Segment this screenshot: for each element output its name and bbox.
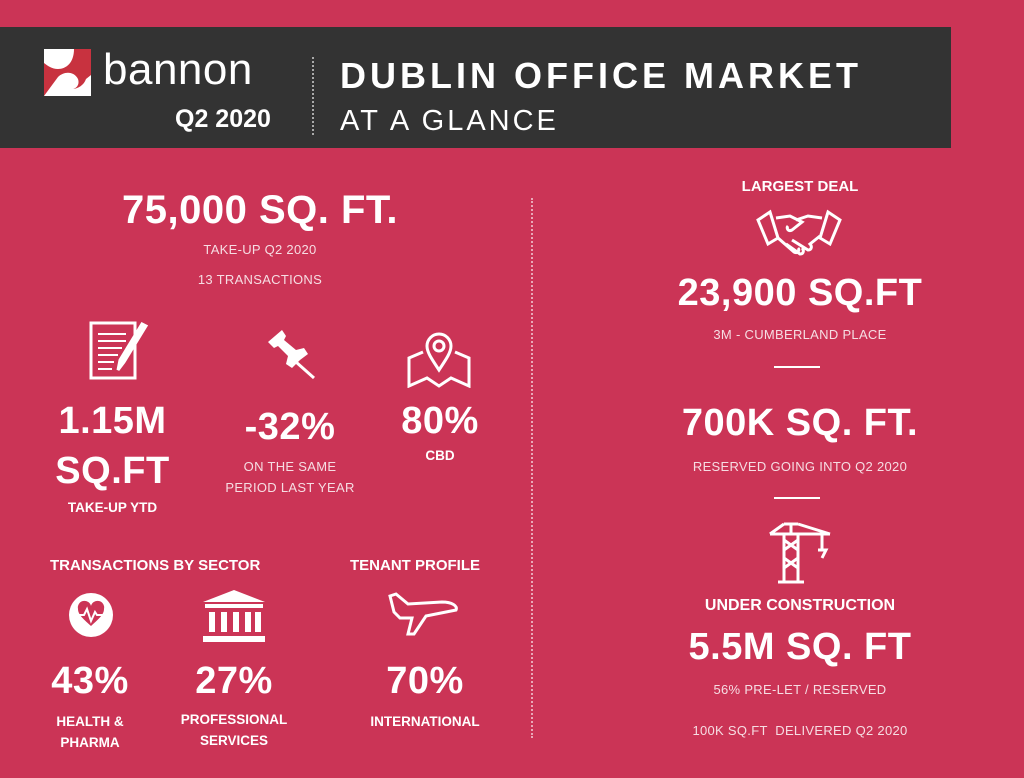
separator: [774, 497, 820, 499]
delivered-label: 100K SQ.FT DELIVERED Q2 2020: [692, 723, 908, 738]
airplane-icon: [386, 588, 462, 638]
prelet-label: 56% PRE-LET / RESERVED: [713, 682, 887, 697]
page-title: DUBLIN OFFICE MARKET: [340, 55, 862, 96]
largest-deal-label: 3M - CUMBERLAND PLACE: [713, 327, 887, 342]
transactions-label: 13 TRANSACTIONS: [197, 272, 323, 287]
brand-name: bannon: [103, 45, 253, 94]
bannon-logo-icon: [44, 49, 91, 96]
health-label-line1: HEALTH &: [56, 714, 124, 729]
period-label: Q2 2020: [175, 105, 271, 133]
separator: [774, 366, 820, 368]
ytd-label: TAKE-UP YTD: [67, 500, 158, 515]
sector-heading: TRANSACTIONS BY SECTOR: [50, 557, 261, 574]
international-value: 70%: [386, 660, 464, 702]
health-value: 43%: [51, 660, 129, 702]
heart-pulse-icon: [68, 592, 114, 638]
divider: [312, 57, 314, 135]
construction-value: 5.5M SQ. FT: [688, 626, 912, 668]
largest-deal-value: 23,900 SQ.FT: [677, 272, 923, 314]
international-label: INTERNATIONAL: [370, 714, 480, 729]
reserved-value: 700K SQ. FT.: [681, 402, 919, 444]
professional-label-line2: SERVICES: [199, 733, 269, 748]
bank-building-icon: [201, 588, 267, 644]
tenant-heading: TENANT PROFILE: [350, 557, 480, 574]
change-value: -32%: [244, 406, 336, 448]
health-label-line2: PHARMA: [60, 735, 120, 750]
ytd-value-line2: SQ.FT: [55, 450, 170, 492]
change-label-line1: ON THE SAME: [243, 459, 337, 474]
takeup-label: TAKE-UP Q2 2020: [203, 242, 317, 257]
handshake-icon: [756, 208, 842, 258]
map-pin-icon: [407, 330, 471, 388]
ytd-value-line1: 1.15M: [58, 400, 167, 442]
page-subtitle: AT A GLANCE: [340, 105, 559, 137]
header-banner: bannon Q2 2020 DUBLIN OFFICE MARKET AT A…: [0, 27, 951, 148]
cbd-value: 80%: [401, 400, 479, 442]
cbd-label: CBD: [425, 448, 455, 463]
construction-heading: UNDER CONSTRUCTION: [704, 597, 896, 614]
largest-deal-heading: LARGEST DEAL: [741, 178, 859, 195]
professional-value: 27%: [195, 660, 273, 702]
pushpin-icon: [266, 328, 320, 380]
column-divider: [531, 198, 533, 738]
crane-icon: [768, 520, 832, 584]
professional-label-line1: PROFESSIONAL: [180, 712, 288, 727]
reserved-label: RESERVED GOING INTO Q2 2020: [692, 459, 908, 474]
takeup-value: 75,000 SQ. FT.: [121, 188, 399, 232]
change-label-line2: PERIOD LAST YEAR: [225, 480, 355, 495]
document-pen-icon: [88, 320, 152, 382]
